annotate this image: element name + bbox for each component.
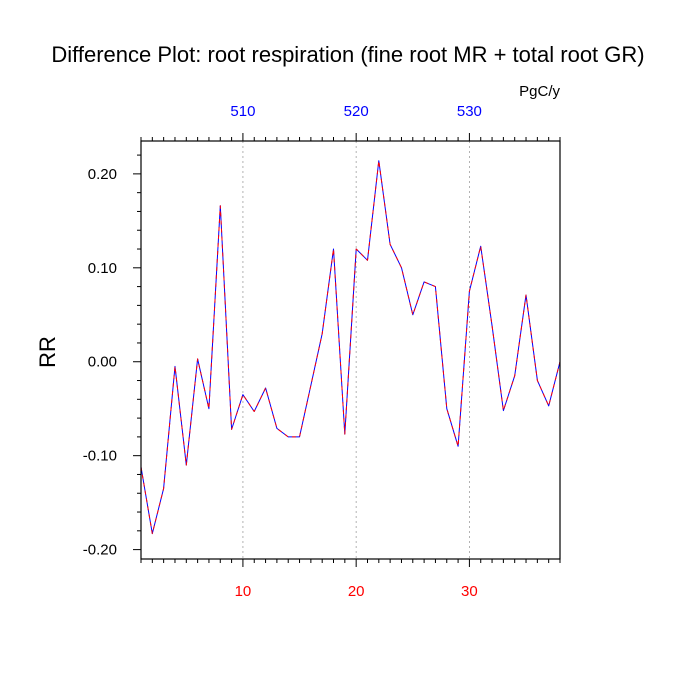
data-point — [308, 383, 313, 388]
data-point — [172, 364, 177, 369]
data-point — [444, 406, 449, 411]
series-line-dash-0 — [140, 160, 561, 535]
data-point — [399, 265, 404, 270]
data-point — [161, 486, 166, 491]
series-line-0 — [140, 160, 561, 535]
plot-frame — [140, 140, 561, 560]
gridlines — [242, 141, 470, 559]
data-point — [150, 531, 155, 536]
data-point — [240, 392, 245, 397]
data-point — [365, 258, 370, 263]
x-tick-label: 10 — [235, 583, 252, 600]
data-point — [433, 284, 438, 289]
y-tick-label: -0.10 — [83, 448, 117, 465]
data-point — [320, 331, 325, 336]
data-point — [229, 427, 234, 432]
data-point — [512, 373, 517, 378]
y-tick-label: -0.20 — [83, 542, 117, 559]
y-tick-label: 0.20 — [88, 166, 117, 183]
data-point — [478, 244, 483, 249]
data-point — [456, 444, 461, 449]
x-tick-label: 20 — [348, 583, 365, 600]
top-tick-label: 510 — [230, 103, 255, 120]
chart-title: Difference Plot: root respiration (fine … — [51, 42, 644, 67]
data-point — [297, 434, 302, 439]
data-point — [490, 324, 495, 329]
data-point — [422, 279, 427, 284]
x-tick-label: 30 — [461, 583, 478, 600]
data-point — [218, 203, 223, 208]
y-tick-label: 0.10 — [88, 260, 117, 277]
data-point — [286, 434, 291, 439]
axes: 10 20 30 510 520 530 -0.20 -0.10 0.00 0.10 0.20 — [83, 103, 561, 600]
data-point — [376, 158, 381, 163]
data-point — [467, 289, 472, 294]
y-tick-label: 0.00 — [88, 354, 117, 371]
data-point — [342, 432, 347, 437]
data-point — [274, 426, 279, 431]
data-point — [546, 403, 551, 408]
data-point — [184, 463, 189, 468]
data-point — [263, 386, 268, 391]
top-tick-label: 530 — [457, 103, 482, 120]
data-point — [524, 293, 529, 298]
data-point — [354, 247, 359, 252]
data-point — [195, 356, 200, 361]
data-point — [206, 406, 211, 411]
data-point — [535, 378, 540, 383]
y-axis-label: RR — [35, 336, 60, 368]
data-point — [410, 312, 415, 317]
series-layer — [140, 158, 561, 536]
data-point — [252, 409, 257, 414]
data-point — [331, 247, 336, 252]
top-tick-label: 520 — [344, 103, 369, 120]
units-label: PgC/y — [519, 83, 560, 100]
data-point — [501, 408, 506, 413]
data-point — [388, 242, 393, 247]
